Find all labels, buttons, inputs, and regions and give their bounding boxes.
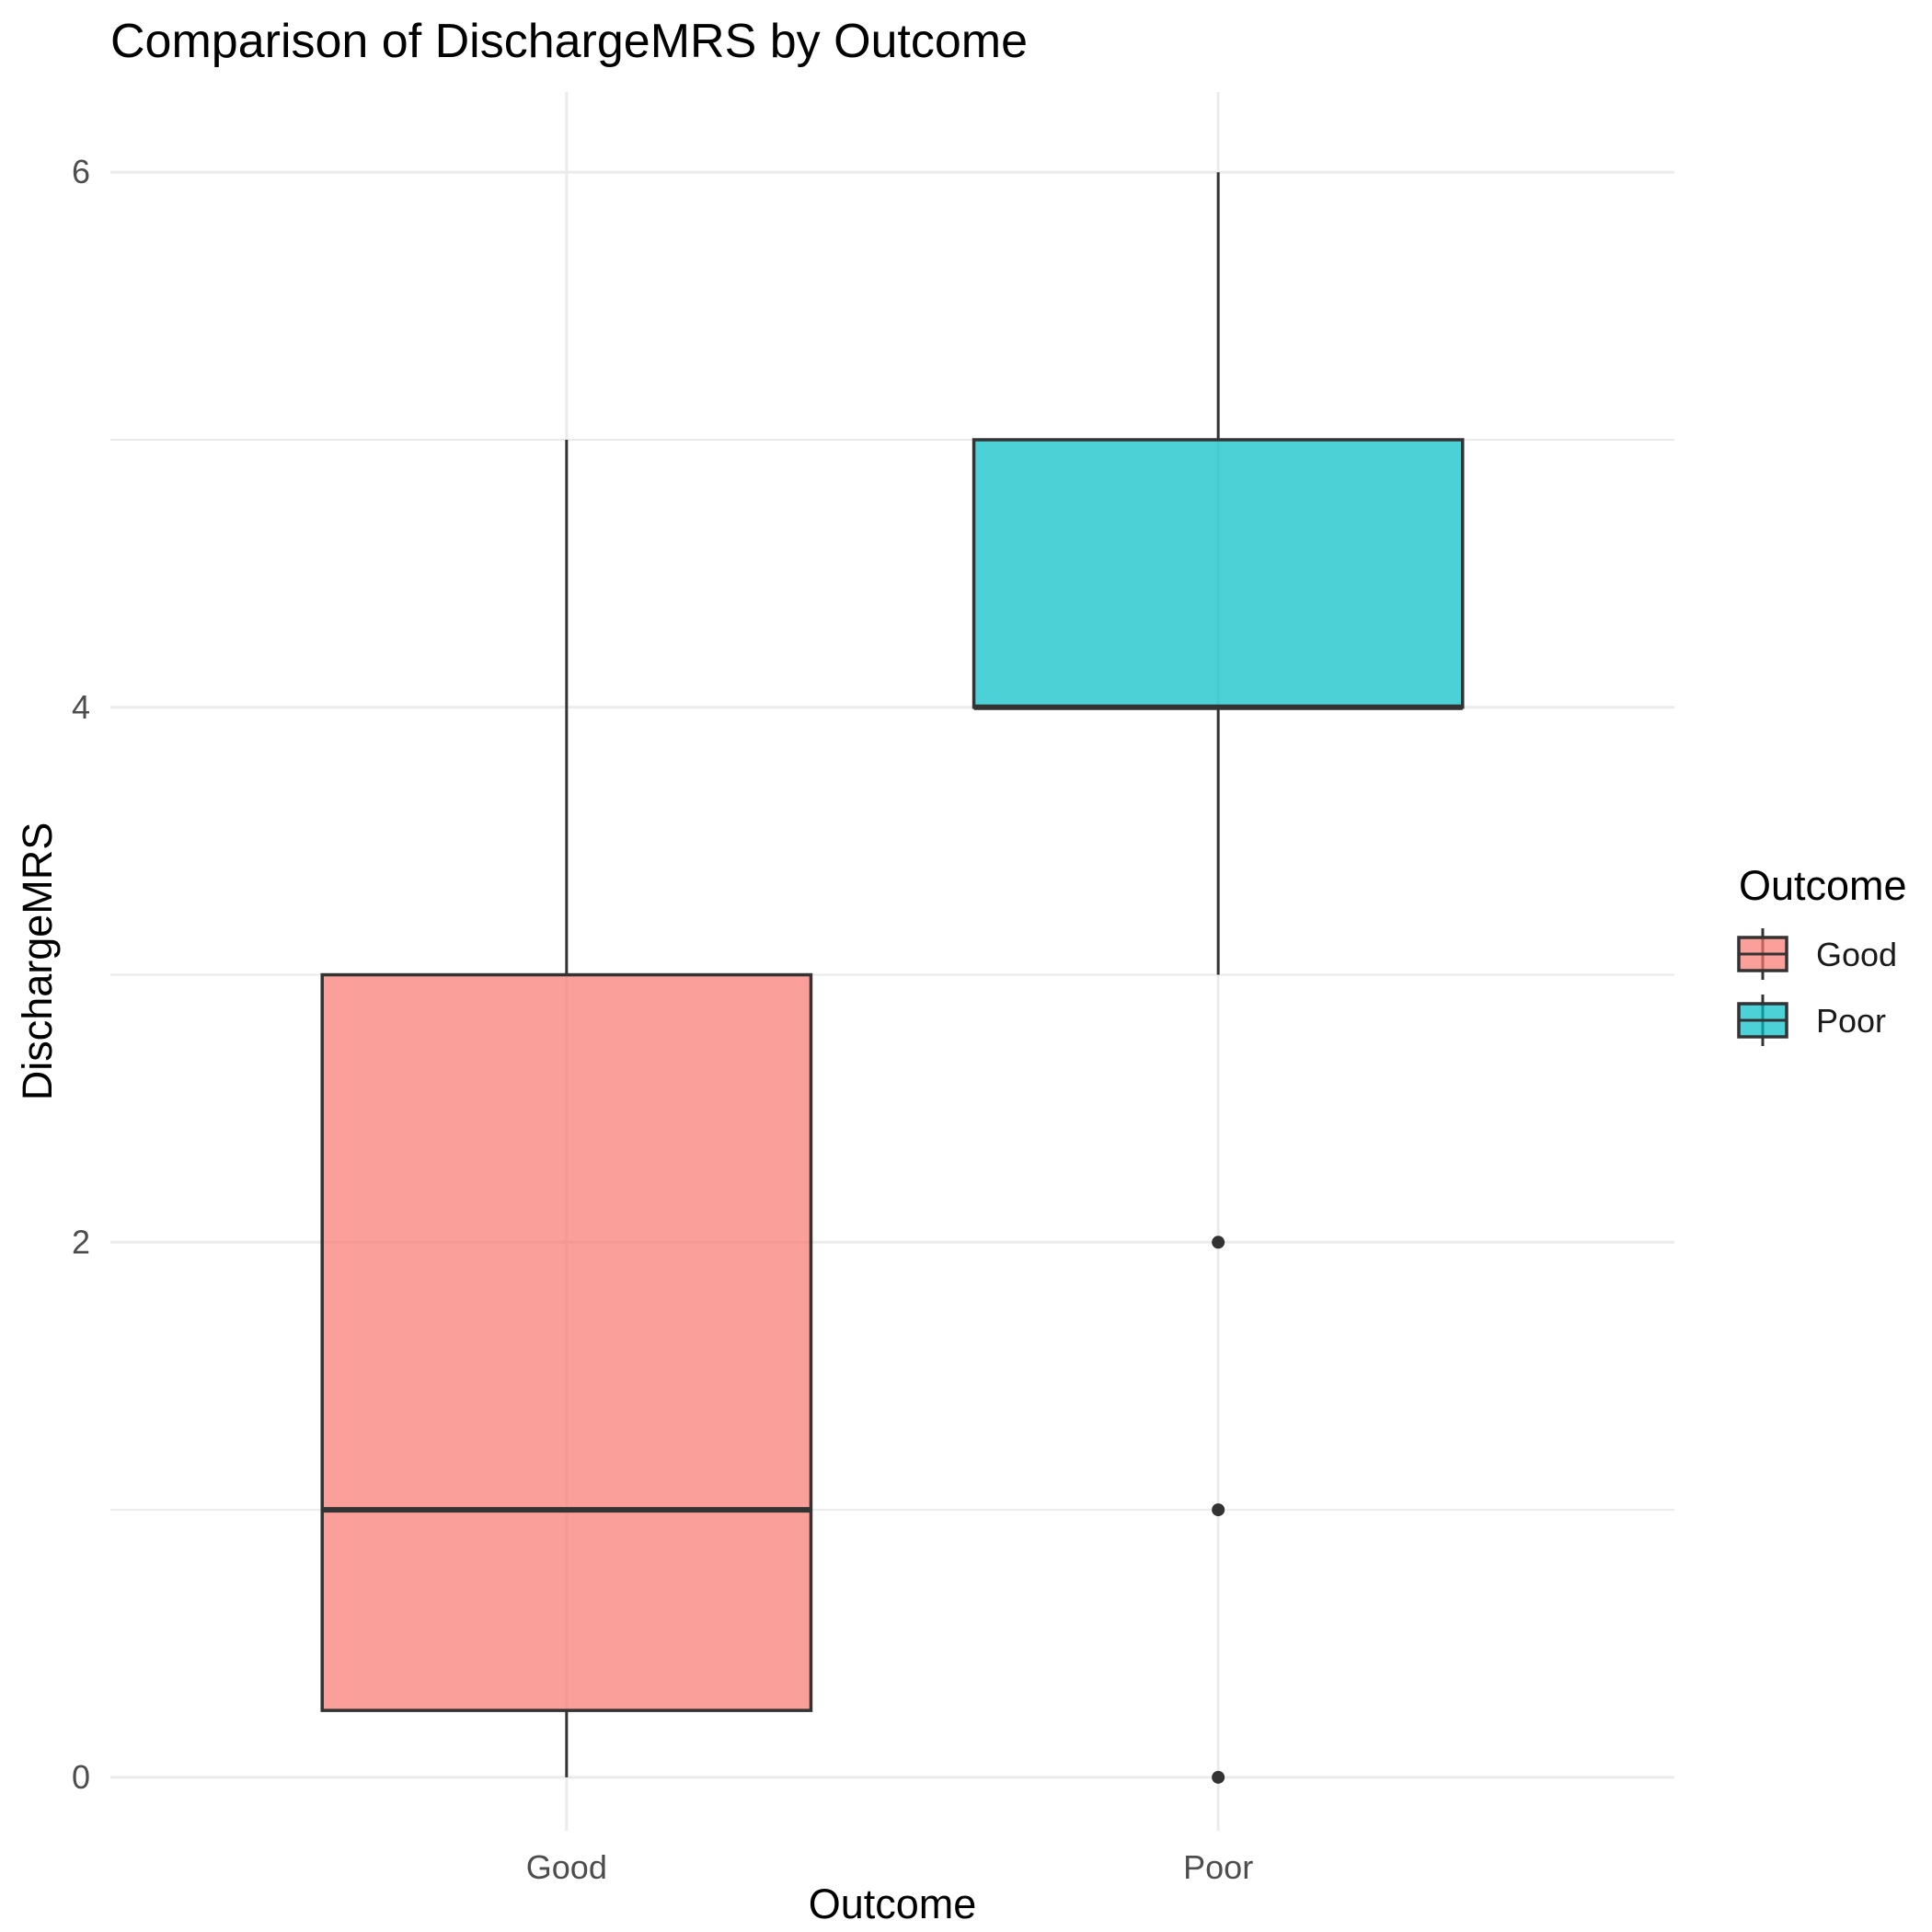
chart-title: Comparison of DischargeMRS by Outcome xyxy=(110,15,1028,68)
box-layer xyxy=(320,172,1465,1784)
y-tick-label: 4 xyxy=(72,688,90,726)
legend-key-good xyxy=(1737,928,1788,980)
box-good xyxy=(320,440,813,1777)
outlier-point xyxy=(1212,1770,1225,1784)
x-axis-title: Outcome xyxy=(809,1880,977,1927)
box-poor xyxy=(972,172,1465,1784)
legend-label: Good xyxy=(1816,936,1897,973)
legend-label: Poor xyxy=(1816,1002,1886,1040)
y-tick-label: 6 xyxy=(72,153,90,190)
y-tick-label: 0 xyxy=(72,1758,90,1796)
outlier-point xyxy=(1212,1503,1225,1517)
x-axis-ticks: Good Poor xyxy=(526,1848,1253,1886)
y-axis-title: DischargeMRS xyxy=(14,822,61,1101)
outlier-point xyxy=(1212,1236,1225,1249)
y-tick-label: 2 xyxy=(72,1223,90,1260)
legend-key-poor xyxy=(1737,995,1788,1046)
x-tick-label: Poor xyxy=(1183,1848,1253,1886)
x-tick-label: Good xyxy=(526,1848,607,1886)
legend-title: Outcome xyxy=(1739,862,1907,909)
box-body xyxy=(972,438,1465,709)
legend: Outcome Good Poor xyxy=(1737,862,1907,1046)
box-body xyxy=(320,972,813,1712)
y-axis-ticks: 0 2 4 6 xyxy=(72,153,90,1796)
